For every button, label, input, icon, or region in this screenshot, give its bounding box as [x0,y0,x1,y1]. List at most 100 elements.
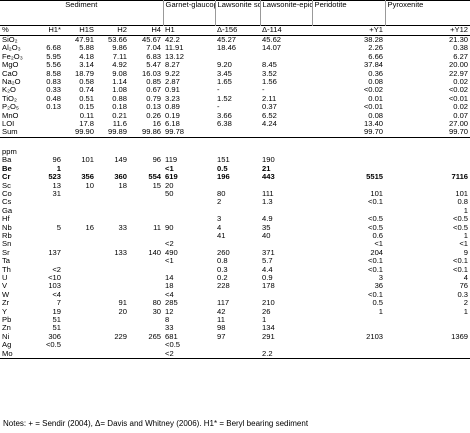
table-cell: 111 [262,189,274,198]
table-cell [96,240,129,248]
table-cell [30,240,63,248]
table-cell: <1 [165,164,174,173]
table-cell [30,207,63,215]
table-cell [129,282,163,290]
table-cell: 117 [217,299,230,308]
row-label: Zr [2,299,10,308]
table-cell [63,215,96,223]
table-cell: 0.79 [146,94,162,103]
table-cell: 101 [370,189,384,198]
row-label: Cs [2,198,12,207]
table-cell [96,266,129,274]
row-label: MnO [2,111,19,120]
unit-row: ppm [0,148,470,156]
table-cell: 8 [165,316,170,324]
table-cell: 3.14 [79,61,94,70]
table-cell [215,128,261,138]
table-row: Cs 2 1.3 <0.1 0.8 [0,198,470,206]
table-cell: 4.4 [262,265,273,274]
table-cell: 265 [148,332,162,341]
table-cell [385,182,470,190]
table-cell [129,207,163,215]
row-label: LOI [2,120,15,129]
table-row: Be 1 <1 0.5 21 [0,165,470,173]
table-cell: 91 [118,299,127,308]
table-cell [30,120,63,128]
table-cell [129,232,163,240]
table-cell [30,36,63,45]
table-cell [63,190,96,198]
column-header: H1 [163,25,216,36]
table-cell [96,215,129,223]
table-cell: 3 [378,273,384,282]
table-cell: <0.5 [165,341,181,350]
table-cell [129,257,163,265]
row-label: Ga [2,206,13,215]
table-cell: <2 [52,265,61,274]
row-label: Na₂O [2,78,21,87]
table-cell: 5.95 [46,52,61,61]
table-cell: 42 [217,307,226,316]
table-cell: 0.21 [112,111,127,120]
table-cell [63,274,96,282]
table-row: Ba 96 101 149 96 119 151 190 [0,156,470,164]
table-cell: 22.97 [449,69,469,78]
row-label: CaO [2,69,18,78]
table-cell: 371 [262,248,275,257]
table-cell: 18 [118,181,127,190]
column-header: H1S [63,25,96,36]
table-cell: 15 [152,181,162,190]
table-cell: 6.52 [262,111,277,120]
spacer-cell [30,148,470,156]
row-label: Co [2,189,12,198]
table-cell: 99.78 [163,128,216,138]
table-cell [385,156,470,164]
table-cell [312,341,385,349]
table-cell: 0.02 [453,103,469,112]
table-cell [163,266,215,274]
table-cell: 2.26 [368,44,384,53]
table-cell: <0.5 [368,215,384,224]
column-header: +Y1 [312,25,386,36]
table-cell: 151 [217,156,230,165]
table-cell: <2 [165,240,174,249]
table-cell: 0.38 [453,44,469,53]
table-cell: 7.11 [112,52,127,61]
table-cell: 33 [118,223,127,232]
table-cell: 4.9 [262,215,273,224]
table-cell: 5.7 [262,257,273,266]
table-cell [385,316,470,324]
table-cell: 360 [114,173,127,182]
table-cell [30,112,63,120]
table-cell [129,324,163,332]
table-cell: 9.22 [165,69,180,78]
table-cell: 4 [463,273,469,282]
table-cell [63,165,96,173]
table-cell: 33 [165,324,174,333]
table-cell: 3.45 [217,69,232,78]
table-row: Nb 5 16 33 11 90 4 35 <0.5 <0.5 [0,224,470,232]
table-cell: 98 [217,324,226,333]
table-cell: 36 [374,282,384,291]
table-cell: 99.89 [96,128,129,138]
table-cell [30,128,63,138]
row-label: Mo [0,349,30,360]
table-cell: 12 [165,307,174,316]
table-row: Ag <0.5 <0.5 [0,341,470,349]
table-cell: 0.08 [368,78,384,87]
row-label: SiO₂ [2,35,18,44]
table-cell: 443 [262,173,275,182]
table-row: U <10 14 0.2 0.9 3 4 [0,274,470,282]
table-cell: 14.07 [262,44,282,53]
table-cell: 8.27 [165,61,180,70]
table-cell: 30 [152,307,162,316]
table-cell [30,257,63,265]
table-cell [129,274,163,282]
table-cell: 1.52 [217,94,232,103]
spacer-row [0,137,470,148]
table-cell: 0.67 [146,86,162,95]
table-cell [96,190,129,198]
table-cell: 8.58 [46,69,61,78]
table-row: Th <2 0.3 4.4 <0.1 <0.1 [0,266,470,274]
table-cell: 306 [48,332,61,341]
